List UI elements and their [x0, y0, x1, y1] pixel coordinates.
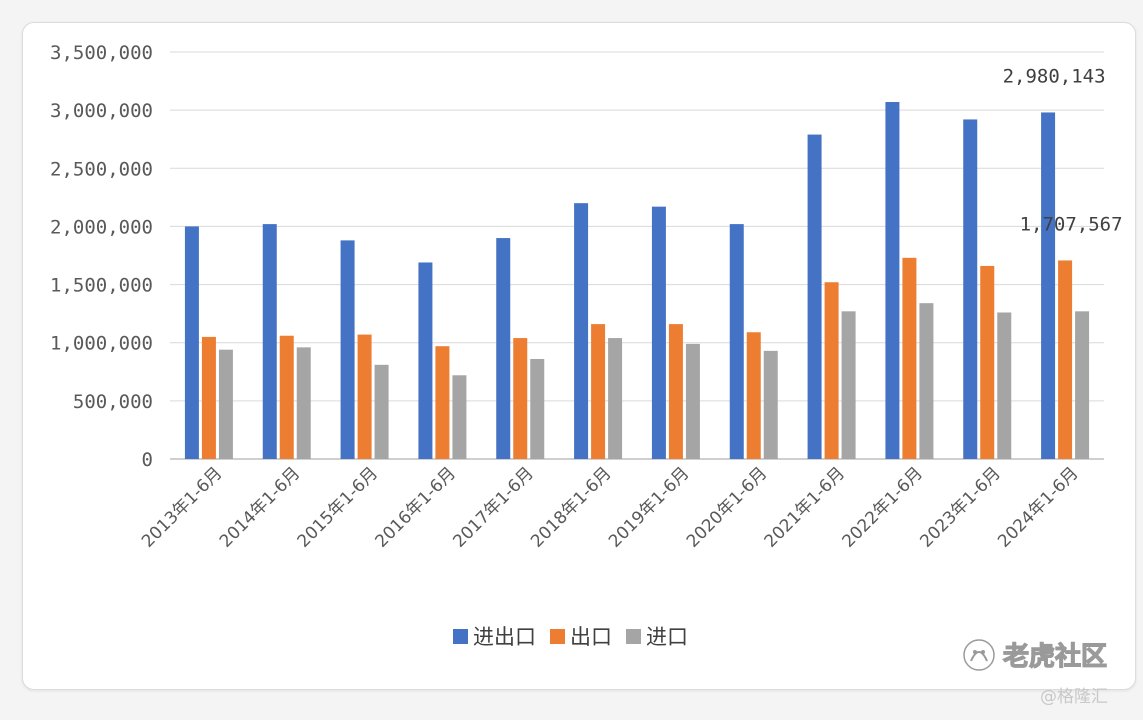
bar-import [919, 303, 934, 459]
legend-swatch [550, 629, 565, 644]
bar-total [418, 262, 433, 459]
watermark-main-text: 老虎社区 [1003, 641, 1107, 672]
legend-label: 进口 [646, 625, 688, 649]
bar-export [980, 265, 995, 459]
legend-label: 出口 [570, 625, 612, 649]
x-tick-label: 2013年1-6月 [138, 463, 226, 551]
bar-total [807, 134, 822, 459]
bar-import [763, 350, 778, 459]
legend: 进出口 出口 进口 [453, 625, 688, 649]
data-labels: 2,980,143 1,707,567 [1003, 65, 1123, 235]
legend-swatch [453, 629, 468, 644]
y-tick-label: 0 [142, 449, 153, 471]
x-tick-label: 2014年1-6月 [216, 463, 304, 551]
x-tick-label: 2019年1-6月 [605, 463, 693, 551]
bar-import [608, 338, 623, 459]
x-tick-label: 2023年1-6月 [916, 463, 1004, 551]
tiger-paw-icon [963, 639, 995, 671]
bar-import [374, 364, 389, 459]
gridlines [170, 51, 1104, 460]
bar-total [885, 102, 900, 459]
x-tick-label: 2020年1-6月 [683, 463, 771, 551]
bar-total [1041, 112, 1056, 460]
x-tick-label: 2024年1-6月 [994, 463, 1082, 551]
bar-total [262, 224, 277, 459]
bar-import [997, 312, 1012, 459]
bar-export [435, 346, 450, 459]
bar-export [357, 334, 372, 459]
x-tick-label: 2015年1-6月 [294, 463, 382, 551]
bar-import [685, 343, 700, 459]
bar-export [201, 336, 216, 459]
bar-export [1058, 260, 1073, 459]
watermark: 老虎社区 @格隆汇 [963, 639, 1108, 707]
x-axis-ticks: 2013年1-6月2014年1-6月2015年1-6月2016年1-6月2017… [138, 463, 1083, 551]
y-tick-label: 3,500,000 [50, 42, 153, 64]
x-tick-label: 2017年1-6月 [449, 463, 537, 551]
bars [184, 102, 1090, 460]
bar-import [530, 358, 545, 459]
bar-import [841, 311, 856, 459]
bar-total [496, 238, 511, 459]
legend-label: 进出口 [473, 625, 536, 649]
bar-total [184, 226, 199, 459]
bar-import [218, 349, 233, 459]
bar-export [279, 335, 294, 459]
y-tick-label: 3,000,000 [50, 100, 153, 122]
x-tick-label: 2022年1-6月 [839, 463, 927, 551]
x-tick-label: 2018年1-6月 [527, 463, 615, 551]
bar-export [513, 338, 528, 459]
bar-total [729, 224, 744, 459]
bar-import [296, 347, 311, 459]
data-label: 1,707,567 [1020, 213, 1123, 235]
bar-import [452, 375, 467, 459]
bar-export [668, 324, 683, 459]
bar-export [591, 324, 606, 459]
watermark-secondary-text: @格隆汇 [1040, 687, 1108, 707]
legend-swatch [626, 629, 641, 644]
x-tick-label: 2016年1-6月 [372, 463, 460, 551]
x-tick-label: 2021年1-6月 [761, 463, 849, 551]
y-tick-label: 1,000,000 [50, 333, 153, 355]
y-tick-label: 2,500,000 [50, 158, 153, 180]
bar-import [1075, 311, 1090, 459]
y-tick-label: 2,000,000 [50, 216, 153, 238]
bar-total [651, 206, 666, 459]
bar-export [824, 282, 839, 459]
data-label: 2,980,143 [1003, 65, 1106, 87]
bar-total [574, 203, 589, 459]
y-axis-ticks: 0 500,000 1,000,000 1,500,000 2,000,000 2,500… [50, 42, 153, 471]
y-tick-label: 500,000 [73, 391, 153, 413]
bar-export [902, 257, 917, 459]
y-tick-label: 1,500,000 [50, 275, 153, 297]
bar-export [746, 332, 761, 459]
bar-total [340, 240, 355, 459]
bar-total [963, 119, 978, 460]
